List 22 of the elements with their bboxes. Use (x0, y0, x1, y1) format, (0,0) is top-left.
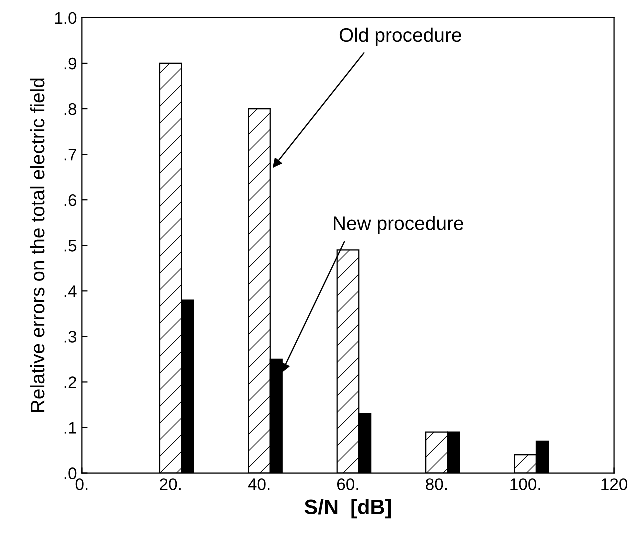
y-axis-title: Relative errors on the total electric field (30, 78, 45, 412)
x-tick-label: 80. (426, 478, 447, 490)
y-tick-label: .2 (64, 376, 76, 388)
y-tick-label: .8 (64, 103, 77, 116)
x-tick-label: 0. (76, 478, 88, 490)
x-tick-label: 100. (510, 478, 540, 490)
x-tick-label: 40. (248, 478, 270, 490)
x-tick-label: 60. (337, 478, 358, 490)
annotation: Old procedure (340, 28, 462, 46)
y-tick-label: .0 (64, 468, 77, 480)
annotation: New procedure (334, 216, 464, 234)
y-tick-label: .7 (64, 149, 76, 161)
y-tick-label: .9 (64, 58, 77, 70)
y-tick-label: .3 (64, 331, 77, 343)
y-tick-label: .5 (64, 240, 77, 252)
x-tick-label: 120 (602, 478, 628, 490)
x-axis-title: S/N [dB] (304, 499, 392, 519)
y-tick-label: .1 (64, 422, 76, 434)
x-tick-label: 20. (160, 478, 181, 490)
y-tick-label: .4 (64, 286, 77, 298)
y-tick-label: .6 (64, 194, 77, 206)
y-tick-label: 1.0 (55, 12, 77, 24)
